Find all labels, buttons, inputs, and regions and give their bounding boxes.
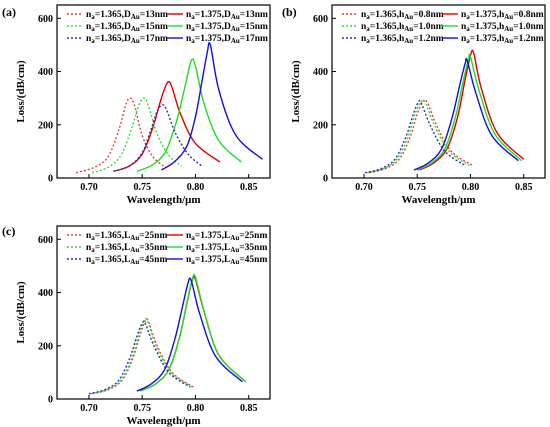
legend-entry: na=1.375,hAu=1.0nm <box>461 22 544 33</box>
x-tick-label: 0.85 <box>240 403 258 414</box>
x-tick-label: 0.70 <box>80 182 98 193</box>
y-tick-label: 0 <box>48 395 53 406</box>
y-axis-label: Loss/(dB/cm) <box>15 60 27 123</box>
chart-panel-3: (c) 0.70 0.75 0.80 0.85 0 200 400 600 Wavelength/… <box>2 224 271 427</box>
series-line-3 <box>90 317 193 395</box>
y-tick-label: 200 <box>313 120 328 131</box>
legend-entry: na=1.365,hAu=0.8nm <box>361 10 444 21</box>
legend-entry: na=1.365,LAu=35nm <box>86 243 167 254</box>
series-line-4 <box>416 53 523 171</box>
series-line-1 <box>75 97 167 174</box>
x-tick-label: 0.70 <box>355 182 373 193</box>
series-line-2 <box>139 275 246 392</box>
x-tick-label: 0.70 <box>80 403 98 414</box>
panel-label: (b) <box>282 5 297 19</box>
x-tick-label: 0.80 <box>187 403 205 414</box>
x-tick-label: 0.75 <box>133 182 151 193</box>
x-tick-label: 0.85 <box>240 182 258 193</box>
legend-entry: na=1.375,LAu=35nm <box>186 243 267 254</box>
legend-entry: na=1.375,DAu=15nm <box>186 22 268 33</box>
series-line-4 <box>136 58 242 173</box>
series-line-3 <box>91 97 183 174</box>
chart-panel-1: (a) 0.70 0.75 0.80 0.85 0 200 400 600 Wavelength/… <box>2 4 271 206</box>
y-tick-label: 400 <box>313 67 328 78</box>
series-line-1 <box>91 318 194 395</box>
y-tick-label: 400 <box>38 288 53 299</box>
legend-entry: na=1.365,hAu=1.0nm <box>361 22 444 33</box>
y-axis-label: Loss/(dB/cm) <box>290 60 302 123</box>
legend-entry: na=1.375,DAu=13nm <box>186 10 268 21</box>
legend-entry: na=1.365,DAu=17nm <box>86 34 168 45</box>
legend-entry: na=1.365,hAu=1.2nm <box>361 34 444 45</box>
legend-entry: na=1.365,DAu=15nm <box>86 22 168 33</box>
x-axis-label: Wavelength/μm <box>126 194 200 206</box>
legend-entry: na=1.375,LAu=45nm <box>186 255 267 266</box>
y-tick-label: 600 <box>38 235 53 246</box>
legend-entry: na=1.365,LAu=25nm <box>86 231 167 242</box>
x-tick-label: 0.75 <box>133 403 151 414</box>
y-tick-label: 400 <box>38 67 53 78</box>
legend-entry: na=1.365,LAu=45nm <box>86 255 167 266</box>
series-line-4 <box>139 273 246 392</box>
x-tick-label: 0.75 <box>408 182 426 193</box>
plot-frame <box>56 4 271 179</box>
plot-frame <box>56 225 271 400</box>
plot-frame <box>331 4 546 179</box>
legend-entry: na=1.375,hAu=0.8nm <box>461 10 544 21</box>
x-axis-label: Wavelength/μm <box>126 415 200 427</box>
x-tick-label: 0.80 <box>462 182 480 193</box>
y-tick-label: 200 <box>38 341 53 352</box>
legend-entry: na=1.375,DAu=17nm <box>186 34 268 45</box>
y-tick-label: 0 <box>48 174 53 185</box>
series-line-1 <box>369 99 475 174</box>
series-line-2 <box>113 80 221 173</box>
panel-label: (c) <box>2 224 15 238</box>
legend-entry: na=1.375,hAu=1.2nm <box>461 34 544 45</box>
y-tick-label: 0 <box>323 174 328 185</box>
y-tick-label: 200 <box>38 120 53 131</box>
series-line-5 <box>113 104 203 173</box>
chart-panel-2: (b) 0.70 0.75 0.80 0.85 0 200 400 600 Wavelength/… <box>282 4 546 206</box>
legend-entry: na=1.365,DAu=13nm <box>86 10 168 21</box>
series-line-5 <box>88 320 191 395</box>
series-line-6 <box>160 41 264 171</box>
panel-label: (a) <box>2 5 16 19</box>
series-line-5 <box>364 99 467 174</box>
y-axis-label: Loss/(dB/cm) <box>15 281 27 344</box>
x-tick-label: 0.80 <box>187 182 205 193</box>
series-line-3 <box>366 99 471 174</box>
x-tick-label: 0.85 <box>515 182 533 193</box>
y-tick-label: 600 <box>38 14 53 25</box>
y-tick-label: 600 <box>313 14 328 25</box>
x-axis-label: Wavelength/μm <box>401 194 475 206</box>
series-line-6 <box>136 277 243 392</box>
legend-entry: na=1.375,LAu=25nm <box>186 231 267 242</box>
series-line-6 <box>413 57 519 171</box>
